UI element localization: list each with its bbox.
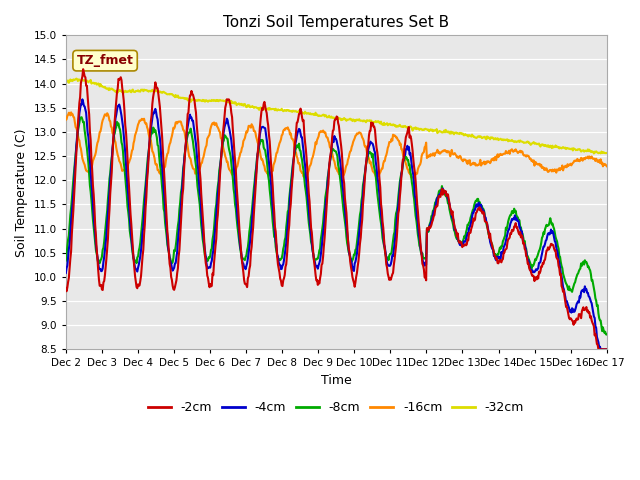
X-axis label: Time: Time bbox=[321, 374, 351, 387]
Title: Tonzi Soil Temperatures Set B: Tonzi Soil Temperatures Set B bbox=[223, 15, 449, 30]
Text: TZ_fmet: TZ_fmet bbox=[77, 54, 134, 67]
Legend: -2cm, -4cm, -8cm, -16cm, -32cm: -2cm, -4cm, -8cm, -16cm, -32cm bbox=[143, 396, 529, 420]
Y-axis label: Soil Temperature (C): Soil Temperature (C) bbox=[15, 128, 28, 257]
